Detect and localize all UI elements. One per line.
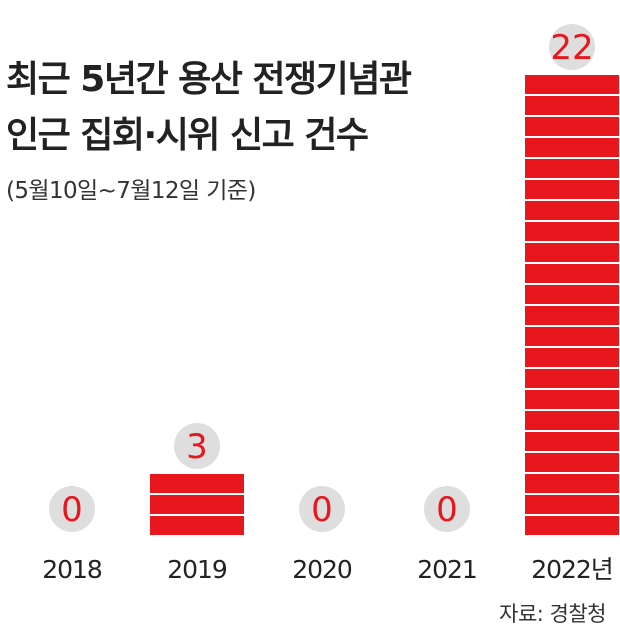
bar-block — [525, 348, 619, 367]
bar-block — [525, 390, 619, 409]
bar-block — [525, 306, 619, 325]
bar-group-0: 0 2018 — [42, 486, 103, 584]
value-badge — [49, 486, 95, 532]
data-label: 22 — [550, 28, 593, 68]
bar-block — [525, 201, 619, 220]
bar-block — [150, 495, 244, 514]
value-badge — [299, 486, 345, 532]
bar-block — [525, 285, 619, 304]
bar-block — [525, 243, 619, 262]
bar-block — [525, 327, 619, 346]
data-label: 0 — [61, 490, 83, 530]
x-tick-label: 2018 — [42, 555, 102, 584]
bar-block — [150, 516, 244, 535]
bar-block — [525, 453, 619, 472]
bar-block — [525, 369, 619, 388]
value-badge — [549, 24, 595, 70]
bar-block — [525, 411, 619, 430]
bar-group-1: 3 2019 — [150, 423, 244, 584]
bar-block — [525, 138, 619, 157]
bar-group-3: 0 2021 — [417, 486, 478, 584]
x-tick-label: 2019 — [167, 555, 227, 584]
bar-block — [525, 264, 619, 283]
bar-block — [525, 495, 619, 514]
data-label: 0 — [436, 490, 458, 530]
value-badge — [174, 423, 220, 469]
value-badge — [424, 486, 470, 532]
x-tick-label: 2021 — [417, 555, 477, 584]
bar-block — [525, 222, 619, 241]
chart-subtitle: (5월10일~7월12일 기준) — [6, 178, 256, 204]
bar-group-2: 0 2020 — [292, 486, 353, 584]
bar-block — [525, 96, 619, 115]
x-tick-label: 2022년 — [531, 555, 613, 584]
bar-block — [525, 474, 619, 493]
bar-block — [525, 180, 619, 199]
bar-block — [525, 159, 619, 178]
title-line-2: 인근 집회·시위 신고 건수 — [6, 115, 369, 156]
bar-block — [525, 516, 619, 535]
source-note: 자료: 경찰청 — [499, 602, 606, 626]
data-label: 0 — [311, 490, 333, 530]
chart-title: 최근 5년간 용산 전쟁기념관 인근 집회·시위 신고 건수 — [6, 52, 412, 164]
x-tick-label: 2020 — [292, 555, 352, 584]
bar-block — [150, 474, 244, 493]
bar-block — [525, 117, 619, 136]
title-line-1: 최근 5년간 용산 전쟁기념관 — [6, 59, 412, 100]
bar-block — [525, 75, 619, 94]
bar-block — [525, 432, 619, 451]
bar-group-4: 22 2022년 — [525, 24, 619, 584]
data-label: 3 — [186, 427, 208, 467]
